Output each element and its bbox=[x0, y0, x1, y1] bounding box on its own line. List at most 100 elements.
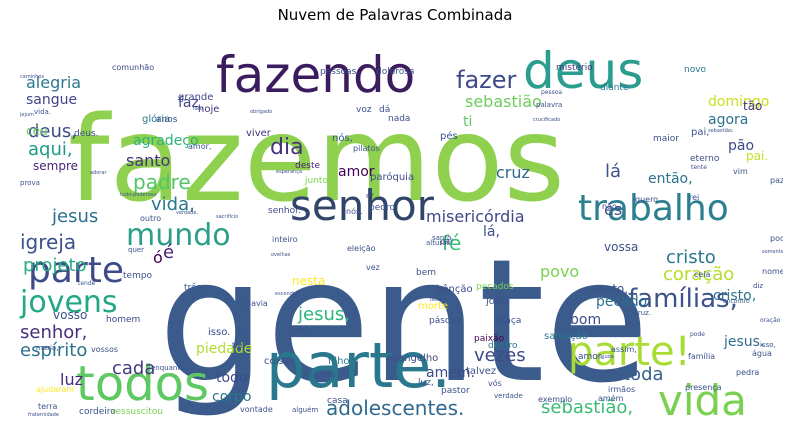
page-title: Nuvem de Palavras Combinada bbox=[277, 6, 513, 24]
cloud-word: pastor bbox=[441, 386, 470, 396]
cloud-word: havia bbox=[246, 299, 268, 308]
cloud-word: paróquia bbox=[370, 171, 414, 183]
cloud-word: escondida bbox=[275, 291, 300, 297]
cloud-word: alturas bbox=[426, 239, 451, 247]
cloud-word: senhor. bbox=[268, 206, 301, 216]
cloud-word: terra bbox=[38, 402, 57, 411]
cloud-word: sebastião, bbox=[541, 397, 633, 418]
cloud-word: parte! bbox=[568, 329, 691, 375]
cloud-word: cada bbox=[112, 358, 155, 379]
cloud-word: desejo bbox=[430, 297, 446, 303]
cloud-word: jovens bbox=[19, 285, 118, 320]
cloud-word: senhor, bbox=[20, 322, 87, 343]
cloud-word: três bbox=[184, 282, 202, 293]
cloud-word: irmãos bbox=[608, 385, 635, 394]
cloud-word: luz, bbox=[418, 378, 434, 388]
cloud-word: fraternidade bbox=[28, 412, 59, 418]
cloud-word: piedade bbox=[196, 341, 252, 357]
cloud-word: glória bbox=[142, 113, 170, 125]
cloud-word: vosso bbox=[53, 308, 87, 322]
cloud-word: ovelhas bbox=[271, 252, 291, 258]
cloud-word: oh bbox=[236, 328, 247, 338]
cloud-word: encontro bbox=[723, 298, 750, 305]
cloud-word: isso. bbox=[208, 327, 230, 338]
cloud-word: nome bbox=[762, 267, 783, 276]
cloud-word: coisas bbox=[264, 356, 295, 367]
cloud-word: bênção bbox=[436, 283, 473, 295]
cloud-word: filho bbox=[328, 356, 350, 367]
cloud-word: fazemos bbox=[68, 90, 565, 228]
cloud-word: fé bbox=[442, 231, 461, 255]
cloud-word: novo bbox=[684, 65, 707, 75]
cloud-word: aqui, bbox=[28, 139, 73, 160]
cloud-word: cruz bbox=[496, 163, 530, 182]
cloud-word: tão bbox=[743, 99, 762, 113]
cloud-word: evangelho bbox=[386, 353, 438, 364]
cloud-word: bem bbox=[416, 268, 436, 278]
cloud-word: somente bbox=[762, 249, 783, 255]
cloud-word: fazer bbox=[456, 66, 517, 94]
cloud-word: sebastião bbox=[465, 92, 542, 111]
cloud-word: igreja bbox=[20, 230, 76, 254]
cloud-word: paz bbox=[770, 176, 783, 185]
cloud-word: pai, bbox=[691, 127, 709, 138]
cloud-word: esperança bbox=[276, 169, 302, 175]
cloud-word: trabalho bbox=[578, 188, 729, 229]
cloud-word: salvação bbox=[544, 331, 588, 342]
cloud-word: inteiro bbox=[272, 235, 298, 244]
cloud-word: tende bbox=[78, 280, 96, 287]
cloud-word: pedro bbox=[369, 203, 395, 213]
cloud-word: quer bbox=[128, 246, 144, 254]
cloud-word: isso, bbox=[760, 341, 776, 349]
cloud-word: fazendo bbox=[216, 46, 415, 104]
cloud-word: és bbox=[604, 200, 622, 219]
cloud-word: vossa bbox=[604, 240, 638, 254]
cloud-word: anos bbox=[156, 115, 178, 125]
cloud-word: eleição bbox=[347, 244, 376, 253]
cloud-word: joão bbox=[485, 296, 507, 307]
cloud-word: parte. bbox=[266, 329, 451, 402]
cloud-word: eterno bbox=[690, 154, 720, 164]
cloud-word: exemplo bbox=[538, 395, 572, 404]
cloud-word: tempo bbox=[123, 271, 153, 281]
cloud-word: nós, bbox=[332, 132, 353, 144]
word-cloud: gente fazemos fazendo parte. todos deus parte!… bbox=[8, 30, 783, 419]
cloud-word: vida. bbox=[34, 108, 51, 116]
cloud-word: maior bbox=[653, 134, 679, 144]
cloud-word: sangue bbox=[26, 92, 77, 108]
cloud-word: vontade bbox=[240, 405, 273, 414]
cloud-word: deus, bbox=[28, 121, 77, 142]
cloud-word: deus bbox=[523, 42, 643, 100]
cloud-word: não, bbox=[602, 202, 619, 211]
cloud-word: vida bbox=[658, 376, 747, 419]
cloud-word: graça bbox=[496, 316, 521, 326]
cloud-word: diante bbox=[600, 83, 629, 93]
cloud-word: santo bbox=[126, 151, 170, 170]
cloud-word: nova bbox=[316, 370, 336, 379]
cloud-word: pessoa bbox=[541, 89, 562, 96]
cloud-word: pão bbox=[728, 138, 754, 154]
cloud-word: todo bbox=[216, 370, 248, 386]
cloud-word: rei bbox=[689, 193, 699, 202]
cloud-word: dolorosa bbox=[376, 67, 414, 77]
cloud-word: coração bbox=[663, 264, 734, 285]
cloud-word: sacrifício bbox=[216, 213, 238, 220]
cloud-word: vezes bbox=[474, 345, 526, 366]
cloud-word: santo, bbox=[591, 282, 628, 296]
cloud-word: todo-poderoso bbox=[120, 192, 156, 198]
cloud-word: adorar bbox=[90, 170, 107, 176]
cloud-word: ter bbox=[232, 341, 244, 350]
cloud-word: jesus, bbox=[297, 304, 350, 325]
cloud-word: diz bbox=[753, 282, 763, 290]
cloud-word: dá bbox=[379, 105, 390, 115]
cloud-word: ajuda bbox=[600, 354, 614, 360]
cloud-word: pode bbox=[690, 331, 705, 338]
cloud-word: quero bbox=[635, 195, 658, 204]
cloud-word: casa bbox=[327, 396, 348, 406]
cloud-word: homem bbox=[106, 315, 140, 325]
cloud-word: talvez bbox=[466, 366, 496, 377]
cloud-word: ti bbox=[463, 114, 472, 130]
cloud-word: nós. bbox=[346, 206, 363, 216]
cloud-word: adolescentes. bbox=[326, 396, 464, 419]
